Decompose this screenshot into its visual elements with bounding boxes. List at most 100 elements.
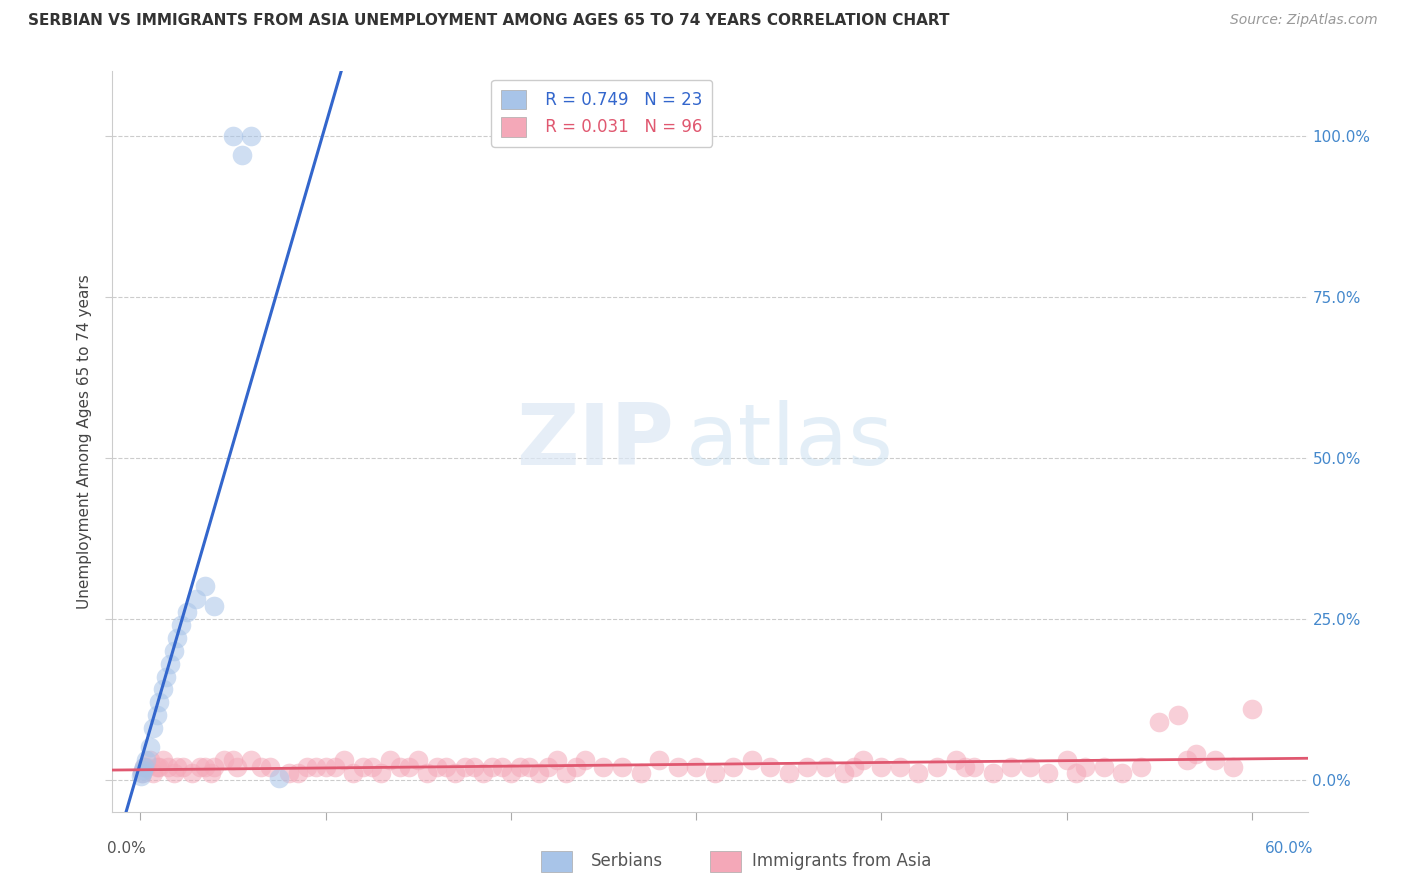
Point	[481, 759, 503, 773]
Point	[1129, 759, 1152, 773]
Point	[870, 759, 893, 773]
Point	[491, 759, 513, 773]
Point	[398, 759, 420, 773]
Point	[323, 759, 346, 773]
Point	[146, 759, 169, 773]
Text: Serbians: Serbians	[591, 852, 662, 870]
Point	[170, 618, 193, 632]
Point	[426, 759, 449, 773]
Point	[200, 766, 222, 780]
Point	[842, 759, 865, 773]
Legend:  R = 0.749   N = 23,  R = 0.031   N = 96: R = 0.749 N = 23, R = 0.031 N = 96	[491, 79, 711, 146]
Point	[741, 753, 763, 767]
Point	[1018, 759, 1040, 773]
Point	[166, 631, 188, 645]
Point	[202, 759, 225, 773]
Point	[388, 759, 411, 773]
Point	[630, 766, 652, 780]
Point	[131, 766, 153, 780]
Point	[172, 759, 194, 773]
Point	[1064, 766, 1087, 780]
Point	[162, 766, 184, 780]
Point	[564, 759, 586, 773]
Text: 0.0%: 0.0%	[107, 841, 145, 856]
Point	[132, 763, 155, 777]
Point	[135, 759, 157, 773]
Point	[222, 128, 245, 143]
Point	[778, 766, 800, 780]
Point	[269, 771, 291, 785]
Text: atlas: atlas	[686, 400, 894, 483]
Point	[444, 766, 467, 780]
Point	[453, 759, 475, 773]
Point	[202, 599, 225, 613]
Point	[574, 753, 596, 767]
Point	[945, 753, 967, 767]
Point	[155, 669, 177, 683]
Point	[814, 759, 837, 773]
Point	[953, 759, 976, 773]
Point	[666, 759, 689, 773]
Point	[1240, 702, 1263, 716]
Point	[352, 759, 374, 773]
Point	[907, 766, 929, 780]
Point	[277, 766, 299, 780]
Point	[416, 766, 439, 780]
Point	[135, 753, 157, 767]
Point	[131, 766, 153, 780]
Point	[240, 128, 263, 143]
Point	[157, 759, 180, 773]
Point	[1204, 753, 1226, 767]
Point	[759, 759, 782, 773]
Point	[132, 759, 155, 773]
Text: Immigrants from Asia: Immigrants from Asia	[752, 852, 932, 870]
Point	[1056, 753, 1078, 767]
Point	[240, 753, 263, 767]
Point	[225, 759, 247, 773]
Point	[499, 766, 522, 780]
Point	[1185, 747, 1208, 761]
Point	[305, 759, 328, 773]
Point	[315, 759, 337, 773]
Y-axis label: Unemployment Among Ages 65 to 74 years: Unemployment Among Ages 65 to 74 years	[77, 274, 91, 609]
Point	[703, 766, 725, 780]
Point	[592, 759, 614, 773]
Point	[610, 759, 633, 773]
Point	[181, 766, 204, 780]
Point	[132, 759, 155, 773]
Point	[259, 759, 281, 773]
Point	[555, 766, 578, 780]
Point	[146, 708, 169, 723]
Text: ZIP: ZIP	[516, 400, 675, 483]
Point	[537, 759, 560, 773]
Point	[1175, 753, 1198, 767]
Point	[1000, 759, 1022, 773]
Point	[159, 657, 181, 671]
Text: SERBIAN VS IMMIGRANTS FROM ASIA UNEMPLOYMENT AMONG AGES 65 TO 74 YEARS CORRELATI: SERBIAN VS IMMIGRANTS FROM ASIA UNEMPLOY…	[28, 13, 949, 29]
Point	[1167, 708, 1189, 723]
Point	[434, 759, 457, 773]
Point	[834, 766, 856, 780]
Point	[509, 759, 531, 773]
Point	[194, 579, 217, 593]
Point	[166, 759, 188, 773]
Point	[546, 753, 568, 767]
Point	[472, 766, 495, 780]
Point	[1074, 759, 1097, 773]
Point	[142, 721, 165, 735]
Point	[212, 753, 235, 767]
Point	[295, 759, 318, 773]
Point	[194, 759, 217, 773]
Point	[152, 753, 174, 767]
Text: Source: ZipAtlas.com: Source: ZipAtlas.com	[1230, 13, 1378, 28]
Point	[463, 759, 485, 773]
Point	[527, 766, 550, 780]
Text: 60.0%: 60.0%	[1265, 841, 1313, 856]
Point	[222, 753, 245, 767]
Point	[148, 759, 170, 773]
Point	[162, 644, 184, 658]
Point	[138, 753, 160, 767]
Point	[176, 605, 198, 619]
Point	[889, 759, 911, 773]
Point	[188, 759, 211, 773]
